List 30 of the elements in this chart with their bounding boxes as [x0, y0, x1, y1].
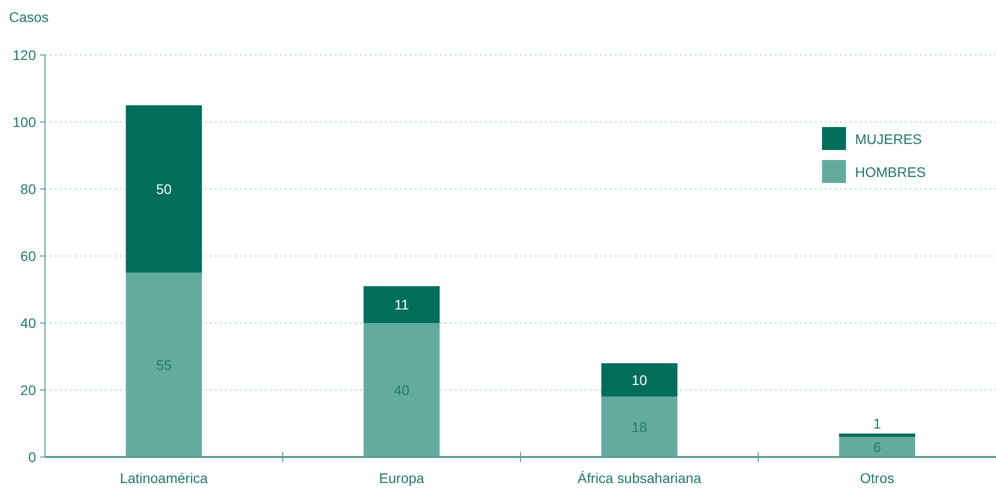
legend-label: MUJERES	[855, 131, 922, 147]
y-tick-label: 80	[20, 181, 36, 197]
y-tick-label: 20	[20, 382, 36, 398]
bar	[364, 286, 440, 323]
bar	[839, 436, 916, 457]
legend-label: HOMBRES	[855, 164, 926, 180]
bar	[364, 323, 440, 457]
y-axis-title: Casos	[9, 9, 49, 25]
x-tick-label: África subsahariana	[578, 470, 702, 486]
data-label: 11	[394, 296, 410, 313]
y-tick-label: 60	[20, 248, 36, 264]
data-label: 50	[156, 181, 172, 197]
y-tick-label: 0	[28, 449, 36, 465]
x-tick-label: Latinoamérica	[120, 470, 208, 486]
bar	[601, 363, 678, 397]
data-label: 40	[394, 382, 410, 398]
bar	[126, 272, 202, 457]
x-tick-label: Otros	[860, 470, 894, 486]
data-label: 18	[632, 418, 648, 435]
bar	[839, 434, 916, 437]
data-label: 1	[873, 416, 882, 432]
y-tick-label: 100	[12, 114, 36, 130]
y-tick-label: 40	[20, 315, 36, 331]
data-label: 6	[873, 438, 882, 455]
y-tick-label: 120	[12, 47, 36, 63]
bar	[126, 105, 202, 273]
x-tick-label: Europa	[379, 470, 424, 486]
bar	[601, 396, 678, 457]
data-label: 10	[632, 372, 648, 388]
data-label: 55	[156, 356, 172, 373]
